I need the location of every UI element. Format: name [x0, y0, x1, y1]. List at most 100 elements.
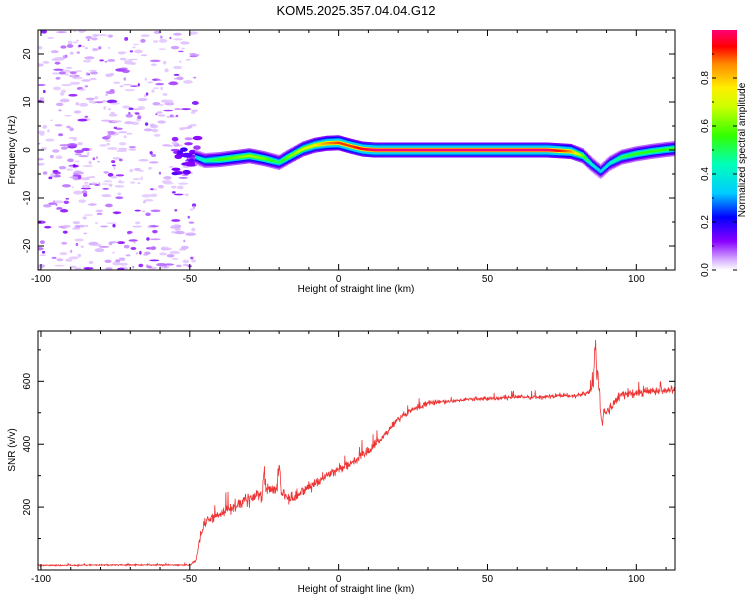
- ridge-cell: [257, 156, 260, 159]
- noise-blob: [54, 264, 65, 267]
- noise-blob: [50, 119, 53, 122]
- ridge-cell: [528, 148, 531, 152]
- ridge-cell: [556, 149, 559, 152]
- ridge-cell: [236, 156, 239, 159]
- spectrogram-x-label: Height of straight line (km): [298, 284, 415, 295]
- ridge-cell: [209, 158, 212, 162]
- noise-blob: [171, 141, 178, 145]
- snr-frame: [37, 330, 676, 571]
- ridge-cell: [545, 148, 548, 152]
- noise-blob: [98, 46, 102, 50]
- noise-blob: [153, 133, 161, 137]
- noise-blob: [173, 38, 183, 41]
- noise-blob: [84, 85, 89, 88]
- ridge-cell: [244, 155, 247, 158]
- ridge-cell: [552, 149, 555, 152]
- noise-blob: [68, 165, 74, 168]
- ridge-cell: [551, 149, 554, 152]
- ridge-cell: [357, 146, 359, 150]
- ridge-cell: [300, 148, 303, 151]
- noise-blob: [94, 248, 105, 253]
- ridge-cell: [606, 164, 609, 167]
- ridge-cell: [207, 159, 209, 162]
- noise-blob: [110, 111, 115, 114]
- noise-blob: [87, 39, 90, 41]
- ridge-cell: [429, 148, 432, 152]
- ridge-cell: [342, 142, 345, 146]
- noise-blob: [66, 44, 74, 48]
- ridge-cell: [440, 148, 442, 152]
- ridge-cell: [424, 148, 426, 152]
- noise-blob: [179, 128, 186, 130]
- ridge-cell: [535, 148, 538, 152]
- noise-blob: [163, 109, 174, 112]
- x-tick-label-100: 100: [628, 274, 645, 285]
- ridge-cell: [332, 141, 335, 145]
- noise-blob: [153, 30, 162, 35]
- noise-blob: [149, 188, 154, 191]
- noise-blob: [113, 81, 121, 85]
- noise-blob: [73, 110, 82, 114]
- ridge-cell: [299, 149, 302, 152]
- noise-blob: [129, 50, 134, 53]
- noise-blob: [118, 131, 128, 134]
- ridge-cell: [225, 157, 228, 160]
- ridge-cell: [283, 158, 286, 161]
- spectrogram-frequency-ridge: [194, 135, 675, 179]
- ridge-cell: [387, 148, 390, 152]
- noise-blob: [144, 251, 151, 255]
- snr-y-label: SNR (v/v): [7, 428, 18, 471]
- ridge-cell: [410, 148, 413, 152]
- ridge-cell: [389, 148, 392, 152]
- ridge-cell: [256, 156, 259, 159]
- noise-blob: [183, 80, 193, 84]
- ridge-cell: [216, 158, 219, 161]
- noise-blob: [108, 241, 113, 246]
- ridge-cell: [349, 144, 351, 148]
- ridge-cell: [322, 142, 325, 146]
- noise-blob: [54, 124, 63, 127]
- ridge-cell: [570, 150, 572, 153]
- ridge-cell: [383, 148, 386, 152]
- noise-blob: [81, 147, 91, 152]
- noise-blob: [55, 76, 61, 80]
- noise-blob: [134, 49, 143, 54]
- noise-blob: [188, 158, 196, 163]
- noise-blob: [181, 47, 185, 50]
- noise-blob: [88, 69, 98, 72]
- ridge-cell: [636, 152, 639, 155]
- noise-blob: [65, 197, 70, 200]
- ridge-cell: [336, 141, 339, 145]
- ridge-cell: [213, 158, 216, 162]
- noise-blob: [139, 250, 142, 255]
- ridge-cell: [555, 149, 558, 152]
- ridge-cell: [616, 157, 619, 161]
- ridge-cell: [219, 158, 221, 161]
- ridge-cell: [469, 148, 472, 152]
- noise-blob: [69, 127, 74, 132]
- ridge-cell: [403, 148, 406, 152]
- noise-blob: [146, 265, 153, 269]
- noise-blob: [77, 253, 82, 258]
- ridge-cell: [311, 144, 314, 148]
- noise-blob: [56, 31, 68, 34]
- ridge-cell: [294, 152, 296, 155]
- noise-blob: [76, 39, 80, 42]
- ridge-cell: [310, 145, 313, 148]
- noise-blob: [74, 70, 83, 73]
- ridge-cell: [205, 159, 208, 162]
- ridge-cell: [671, 147, 674, 151]
- ridge-cell: [523, 148, 526, 152]
- noise-blob: [79, 88, 86, 92]
- ridge-cell: [553, 149, 556, 152]
- colorbar-gradient: [712, 30, 737, 270]
- ridge-cell: [515, 148, 517, 152]
- noise-blob: [97, 34, 108, 37]
- noise-blob: [54, 56, 65, 61]
- noise-blob: [55, 102, 64, 107]
- colorbar-tick-label: 0.0: [700, 263, 711, 277]
- ridge-cell: [560, 149, 563, 153]
- noise-blob: [176, 185, 184, 190]
- ridge-cell: [561, 149, 564, 153]
- noise-blob: [61, 241, 68, 245]
